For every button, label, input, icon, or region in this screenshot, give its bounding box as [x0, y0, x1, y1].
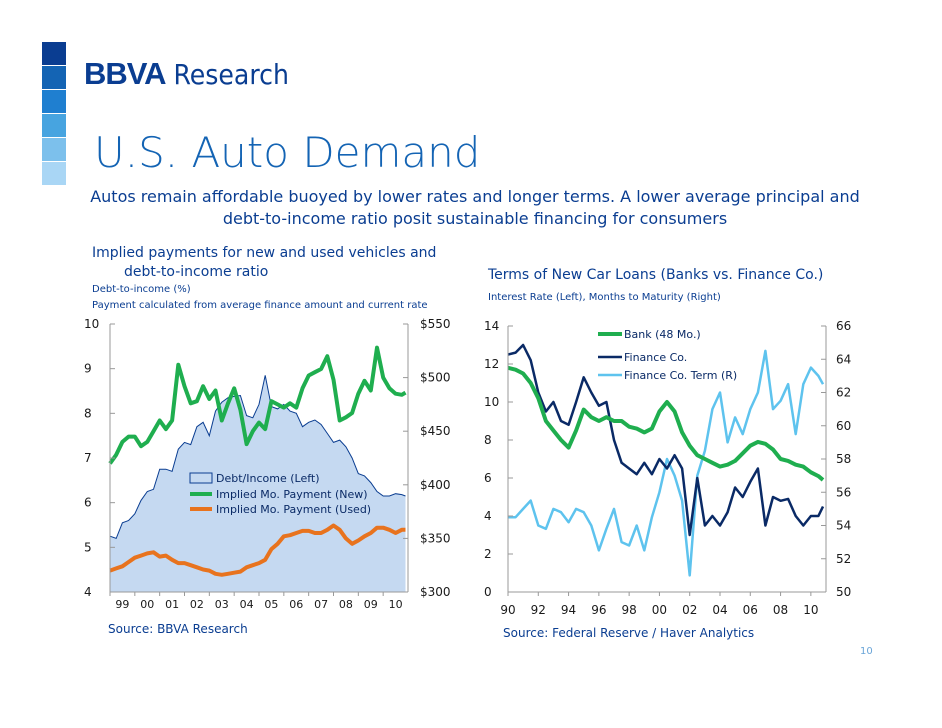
- used-payment-line: [109, 523, 406, 577]
- brand-name: BBVA: [84, 56, 167, 91]
- chart2-source: Source: Federal Reserve / Haver Analytic…: [503, 626, 755, 640]
- chart2-right-tick-label: 56: [836, 485, 851, 499]
- brand-square: [42, 66, 66, 89]
- chart2-left-tick-label: 14: [484, 319, 499, 333]
- chart1-left-tick-label: 9: [84, 362, 92, 376]
- chart2-x-tick-label: 02: [682, 603, 697, 617]
- page-title: U.S. Auto Demand: [94, 128, 481, 177]
- chart1-left-tick-label: 4: [84, 585, 92, 599]
- chart2-right-tick-label: 52: [836, 552, 851, 566]
- brand-square: [42, 162, 66, 185]
- chart1-x-tick-label: 10: [389, 598, 403, 611]
- chart1-left-tick-label: 7: [84, 451, 92, 465]
- chart2-x-tick-label: 96: [591, 603, 606, 617]
- brand-square: [42, 114, 66, 137]
- brand-division: Research: [173, 58, 289, 91]
- chart1-x-tick-label: 03: [215, 598, 229, 611]
- chart1-left-tick-label: 10: [84, 317, 99, 331]
- chart2-left-tick-label: 6: [484, 471, 492, 485]
- chart1-right-tick-label: $500: [420, 371, 451, 385]
- chart1-x-tick-label: 02: [190, 598, 204, 611]
- bank-rate-line: [507, 365, 825, 482]
- chart1-right-tick-label: $300: [420, 585, 451, 599]
- chart2-x-tick-label: 00: [652, 603, 667, 617]
- chart1-right-tick-label: $450: [420, 424, 451, 438]
- chart1-title: Implied payments for new and used vehicl…: [92, 244, 462, 282]
- chart2-right-tick-label: 60: [836, 419, 851, 433]
- chart1-x-tick-label: 05: [264, 598, 278, 611]
- chart1-subtitle1: Debt-to-income (%): [92, 284, 191, 295]
- chart2-left-tick-label: 0: [484, 585, 492, 599]
- legend-label-new-payment: Implied Mo. Payment (New): [216, 488, 368, 501]
- chart2-right-tick-label: 54: [836, 519, 851, 533]
- finance-rate-line: [507, 343, 825, 537]
- chart2-x-tick-label: 04: [712, 603, 727, 617]
- page-number: 10: [860, 646, 873, 657]
- chart2-x-tick-label: 06: [743, 603, 758, 617]
- brand-square: [42, 42, 66, 65]
- chart2-x-tick-label: 08: [773, 603, 788, 617]
- legend-label-used-payment: Implied Mo. Payment (Used): [216, 503, 371, 516]
- chart1-right-tick-label: $350: [420, 531, 451, 545]
- debt-income-line: [109, 375, 406, 540]
- chart1-x-tick-label: 06: [289, 598, 303, 611]
- chart2-right-tick-label: 50: [836, 585, 851, 599]
- chart2-x-tick-label: 92: [531, 603, 546, 617]
- chart1-x-tick-label: 08: [339, 598, 353, 611]
- chart2-title: Terms of New Car Loans (Banks vs. Financ…: [488, 267, 824, 283]
- chart1-x-tick-label: 04: [240, 598, 254, 611]
- chart2-left-tick-label: 2: [484, 547, 492, 561]
- legend-label-finance: Finance Co.: [624, 351, 687, 364]
- brand-squares: [42, 42, 66, 186]
- chart1-left-tick-label: 6: [84, 496, 92, 510]
- page-subtitle: Autos remain affordable buoyed by lower …: [90, 187, 860, 228]
- new-payment-line: [108, 345, 407, 465]
- chart2-left-tick-label: 10: [484, 395, 499, 409]
- legend-label-debt-income: Debt/Income (Left): [216, 472, 320, 485]
- chart2-left-tick-label: 8: [484, 433, 492, 447]
- chart2-right-tick-label: 66: [836, 319, 851, 333]
- chart1-title-line2: debt-to-income ratio: [124, 264, 269, 280]
- chart1-subtitle2: Payment calculated from average finance …: [92, 300, 428, 311]
- chart2-x-tick-label: 10: [803, 603, 818, 617]
- chart1-left-tick-label: 8: [84, 406, 92, 420]
- brand-square: [42, 138, 66, 161]
- chart1-title-line1: Implied payments for new and used vehicl…: [92, 245, 437, 261]
- legend-label-bank: Bank (48 Mo.): [624, 328, 701, 341]
- chart1-x-tick-label: 07: [314, 598, 328, 611]
- chart2-x-tick-label: 98: [622, 603, 637, 617]
- chart1-source: Source: BBVA Research: [108, 622, 248, 636]
- chart2-right-tick-label: 58: [836, 452, 851, 466]
- legend-label-finance-term: Finance Co. Term (R): [624, 369, 737, 382]
- chart2-left-tick-label: 12: [484, 357, 499, 371]
- chart2-x-tick-label: 90: [500, 603, 515, 617]
- chart1-left-tick-label: 5: [84, 540, 92, 554]
- legend-swatch-debt-income: [189, 472, 213, 484]
- chart1-x-tick-label: 00: [140, 598, 154, 611]
- chart1-right-tick-label: $550: [420, 317, 451, 331]
- chart1-x-tick-label: 09: [364, 598, 378, 611]
- finance-term-line: [508, 349, 825, 577]
- chart2-subtitle: Interest Rate (Left), Months to Maturity…: [488, 292, 721, 303]
- chart2-right-tick-label: 62: [836, 386, 851, 400]
- chart1-right-tick-label: $400: [420, 478, 451, 492]
- brand-square: [42, 90, 66, 113]
- brand-logo: BBVA Research: [84, 56, 289, 92]
- chart2-left-tick-label: 4: [484, 509, 492, 523]
- chart2-x-tick-label: 94: [561, 603, 576, 617]
- chart1-x-tick-label: 99: [115, 598, 129, 611]
- chart1-x-tick-label: 01: [165, 598, 179, 611]
- debt-income-area: [110, 375, 406, 592]
- chart2-right-tick-label: 64: [836, 352, 851, 366]
